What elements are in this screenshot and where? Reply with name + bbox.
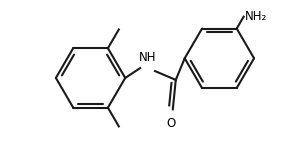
Text: O: O xyxy=(166,117,175,130)
Text: NH₂: NH₂ xyxy=(245,10,267,23)
Text: NH: NH xyxy=(139,51,157,64)
